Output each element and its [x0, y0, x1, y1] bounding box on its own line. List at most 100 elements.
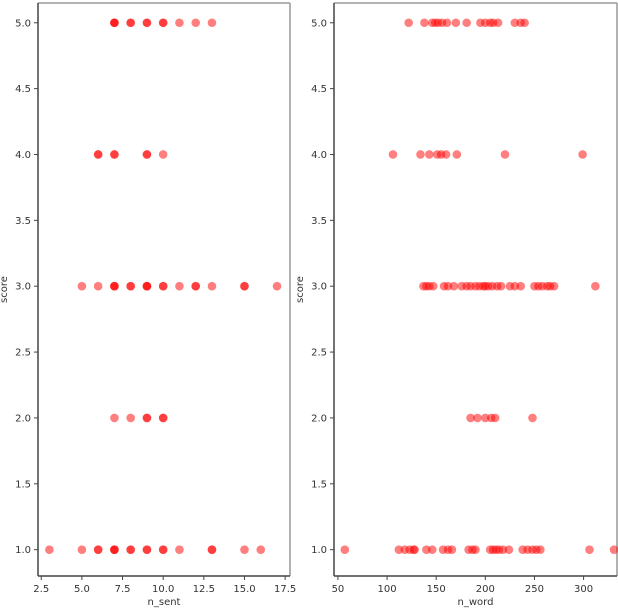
scatter-point	[466, 413, 475, 423]
scatter-point	[240, 545, 249, 554]
scatter-point	[207, 18, 217, 28]
x-tick-label: 17.5	[274, 584, 296, 595]
scatter-point	[110, 413, 119, 423]
scatter-point	[442, 18, 452, 28]
scatter-point	[142, 413, 152, 423]
scatter-point	[394, 545, 404, 554]
scatter-point	[609, 545, 618, 554]
scatter-point	[422, 545, 431, 554]
chart-panel-2: 1.0 1.5 2.0 2.5 3.0 3.5 4.0 4.5 5.0 50 100 150 200 25…	[295, 2, 618, 608]
x-tick-label: 10.0	[152, 584, 174, 595]
scatter-point	[420, 18, 429, 28]
scatter-point	[110, 281, 119, 291]
x-tick-label: 300	[574, 584, 593, 595]
scatter-point	[490, 413, 500, 423]
scatter-point	[404, 18, 413, 28]
scatter-point	[207, 281, 217, 291]
scatter-point	[142, 545, 152, 554]
scatter-point	[528, 413, 537, 423]
scatter-point	[158, 413, 168, 423]
scatter-point	[449, 281, 459, 291]
scatter-point	[110, 18, 119, 28]
y-tick-label: 1.5	[311, 479, 327, 490]
y-tick-label: 4.0	[311, 150, 327, 161]
scatter-point	[549, 281, 559, 291]
scatter-point	[340, 545, 350, 554]
y-tick-label: 2.5	[15, 348, 31, 359]
y-axis-label: score	[0, 276, 10, 303]
scatter-point	[191, 281, 201, 291]
scatter-point	[471, 545, 480, 554]
x-tick-label: 5.0	[74, 584, 90, 595]
scatter-point	[425, 150, 434, 159]
scatter-point	[77, 281, 87, 291]
scatter-point	[452, 150, 462, 159]
scatter-point	[498, 545, 508, 554]
scatter-point	[142, 281, 152, 291]
y-tick-label: 4.0	[15, 150, 31, 161]
scatter-point	[493, 18, 503, 28]
scatter-point	[520, 18, 529, 28]
scatter-point	[272, 281, 282, 291]
y-tick-label: 3.5	[311, 216, 327, 227]
x-tick-label: 50	[332, 584, 345, 595]
scatter-point	[500, 150, 510, 159]
y-tick-label: 3.0	[15, 282, 31, 293]
y-axis-label: score	[295, 276, 306, 303]
y-tick-label: 2.0	[15, 413, 31, 424]
x-tick-label: 150	[427, 584, 446, 595]
scatter-point	[126, 413, 135, 423]
x-axis-label: n_sent	[148, 597, 181, 608]
x-tick-label: 200	[476, 584, 495, 595]
scatter-point	[256, 545, 266, 554]
scatter-point	[158, 18, 168, 28]
scatter-point	[441, 150, 451, 159]
scatter-point	[388, 150, 398, 159]
x-axis-label: n_word	[458, 597, 494, 608]
scatter-point	[158, 545, 168, 554]
scatter-point	[427, 545, 437, 554]
scatter-point	[93, 150, 103, 159]
scatter-point	[93, 281, 103, 291]
scatter-point	[126, 18, 135, 28]
y-tick-label: 1.0	[15, 545, 31, 556]
scatter-point	[578, 150, 587, 159]
scatter-point	[93, 545, 103, 554]
scatter-point	[516, 281, 526, 291]
x-tick-label: 250	[525, 584, 544, 595]
scatter-point	[447, 545, 457, 554]
scatter-point	[536, 545, 545, 554]
y-tick-label: 5.0	[311, 18, 327, 29]
y-tick-label: 1.5	[15, 479, 31, 490]
scatter-point	[591, 281, 600, 291]
scatter-point	[462, 18, 471, 28]
y-tick-label: 3.5	[15, 216, 31, 227]
x-tick-label: 100	[378, 584, 397, 595]
chart-panel-1: 1.0 1.5 2.0 2.5 3.0 3.5 4.0 4.5 5.0 2.5 5.0 7.5 10.0…	[0, 2, 296, 608]
scatter-point	[142, 150, 152, 159]
y-tick-label: 5.0	[15, 18, 31, 29]
scatter-point	[175, 545, 184, 554]
scatter-point	[45, 545, 54, 554]
scatter-point	[77, 545, 87, 554]
scatter-point	[510, 18, 520, 28]
scatter-point	[207, 545, 217, 554]
scatter-point	[504, 545, 514, 554]
scatter-point	[443, 281, 453, 291]
y-tick-label: 3.0	[311, 282, 327, 293]
x-tick-label: 7.5	[115, 584, 131, 595]
scatter-point	[510, 281, 520, 291]
scatter-point	[126, 281, 135, 291]
scatter-point	[110, 545, 119, 554]
scatter-point	[451, 18, 461, 28]
scatter-point	[416, 150, 425, 159]
y-tick-label: 4.5	[311, 84, 327, 95]
scatter-point	[428, 281, 438, 291]
scatter-point	[158, 150, 168, 159]
y-tick-label: 4.5	[15, 84, 31, 95]
scatter-point	[496, 281, 506, 291]
x-tick-label: 15.0	[233, 584, 255, 595]
scatter-point	[158, 281, 168, 291]
scatter-point	[410, 545, 419, 554]
